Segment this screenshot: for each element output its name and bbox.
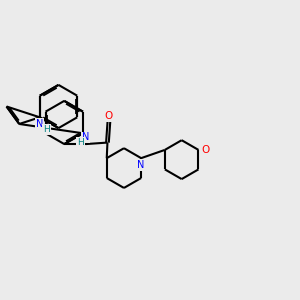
Text: H: H bbox=[77, 138, 84, 147]
Text: N: N bbox=[36, 119, 44, 129]
Text: H: H bbox=[43, 125, 50, 134]
Text: N: N bbox=[82, 133, 89, 142]
Text: N: N bbox=[137, 160, 145, 170]
Text: O: O bbox=[201, 145, 209, 155]
Text: O: O bbox=[105, 111, 113, 121]
